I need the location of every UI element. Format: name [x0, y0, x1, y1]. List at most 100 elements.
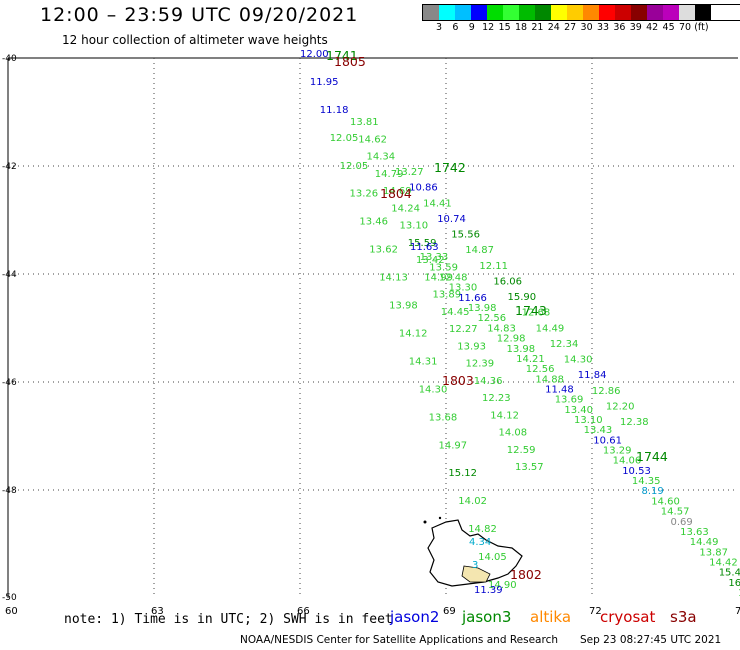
legend-swatches: [422, 4, 740, 21]
swh-reading: 12.27: [449, 324, 478, 335]
swh-reading: 3: [472, 560, 478, 571]
swh-reading: 14.49: [690, 537, 719, 548]
track-id-label: 1803: [442, 373, 474, 388]
island-inlet: [461, 565, 491, 583]
legend-swatch: [679, 5, 695, 20]
track-id-label: 1802: [510, 567, 542, 582]
swh-reading: 13.57: [515, 462, 544, 473]
lon-label: 72: [589, 606, 602, 617]
legend-label: 9: [468, 22, 475, 33]
swh-reading: 12.48: [439, 273, 468, 284]
swh-reading: 13.68: [429, 412, 458, 423]
swh-reading: 12.86: [592, 386, 621, 397]
swh-reading: 10.53: [622, 466, 651, 477]
swh-reading: 11.63: [410, 242, 439, 253]
swh-reading: 14.57: [738, 588, 740, 599]
swh-reading: 13.89: [433, 290, 462, 301]
swh-reading: 14.24: [391, 203, 420, 214]
swh-reading: 14.21: [516, 354, 545, 365]
island-main: [427, 519, 523, 587]
swh-reading: 4.34: [469, 537, 491, 548]
legend-label: (ft): [694, 22, 709, 33]
legend-swatch: [647, 5, 663, 20]
legend-swatch: [551, 5, 567, 20]
legend-swatch: [455, 5, 471, 20]
swh-reading: 10.86: [409, 183, 438, 194]
swh-reading: 14.05: [478, 552, 507, 563]
legend-label: 6: [452, 22, 459, 33]
swh-reading: 13.93: [457, 341, 486, 352]
legend-swatch: [583, 5, 599, 20]
chart-subtitle: 12 hour collection of altimeter wave hei…: [62, 33, 328, 47]
swh-reading: 11.18: [320, 105, 349, 116]
swh-reading: 13.59: [429, 262, 458, 273]
islet: [438, 516, 442, 520]
swh-reading: 14.02: [458, 496, 487, 507]
swh-reading: 14.42: [709, 558, 738, 569]
track-id-label: 1805: [334, 54, 366, 69]
legend-label: 30: [580, 22, 593, 33]
swh-reading: 8.19: [642, 486, 664, 497]
swh-reading: 13.98: [389, 301, 418, 312]
satellite-name: cryosat: [600, 608, 656, 626]
swh-reading: 11.95: [310, 77, 339, 88]
swh-reading: 14.08: [499, 428, 528, 439]
lon-label: 75: [735, 606, 740, 617]
legend-swatch: [615, 5, 631, 20]
legend-label: 39: [629, 22, 642, 33]
swh-reading: 12.20: [606, 401, 635, 412]
swh-reading: 13.69: [555, 395, 584, 406]
islet: [423, 520, 427, 524]
swh-reading: 14.88: [535, 374, 564, 385]
swh-reading: 13.43: [584, 425, 613, 436]
swh-reading: 14.41: [423, 198, 452, 209]
lat-label: -50: [2, 593, 17, 603]
legend-swatch: [599, 5, 615, 20]
legend-swatch: [535, 5, 551, 20]
swh-reading: 13.63: [680, 527, 709, 538]
swh-reading: 14.35: [632, 476, 661, 487]
swh-reading: 15.56: [451, 230, 480, 241]
swh-reading: 12.98: [497, 334, 526, 345]
swh-reading: 13.81: [350, 117, 379, 128]
lat-label: -44: [2, 270, 17, 280]
swh-reading: 12.05: [340, 161, 369, 172]
swh-reading: 13.26: [350, 189, 379, 200]
lon-label: 60: [5, 606, 18, 617]
legend-swatch: [439, 5, 455, 20]
track-id-label: 1741: [326, 48, 358, 63]
swh-reading: 14.79: [375, 169, 404, 180]
legend-label: 12: [482, 22, 495, 33]
legend-label: 3: [435, 22, 443, 33]
swh-reading: 13.30: [449, 283, 478, 294]
swh-reading: 14.99: [424, 272, 453, 283]
swh-reading: 13.46: [359, 217, 388, 228]
legend-label: 27: [564, 22, 577, 33]
satellite-name: altika: [530, 608, 572, 626]
swh-reading: 16.06: [493, 276, 522, 287]
legend-label: 70: [678, 22, 692, 33]
legend-swatch: [471, 5, 487, 20]
swh-reading: 16.19: [728, 578, 740, 589]
swh-reading: 14.12: [399, 329, 428, 340]
swh-reading: 13.87: [699, 547, 728, 558]
swh-reading: 11.66: [458, 293, 487, 304]
lon-label: 69: [443, 606, 456, 617]
legend-label: 33: [596, 22, 610, 33]
swh-reading: 14.12: [490, 410, 519, 421]
legend-swatch: [423, 5, 439, 20]
legend-swatch: [663, 5, 679, 20]
legend-label: 15: [498, 22, 511, 33]
swh-reading: 13.27: [395, 167, 424, 178]
swh-reading: 14.13: [379, 273, 408, 284]
swh-reading: 14.83: [487, 323, 516, 334]
swh-reading: 13.40: [564, 405, 593, 416]
satellite-name: jason2: [390, 608, 440, 626]
legend-swatch: [631, 5, 647, 20]
legend-label: 45: [662, 22, 675, 33]
swh-reading: 12.59: [507, 445, 536, 456]
swh-reading: 15.90: [508, 292, 537, 303]
lat-label: -40: [2, 54, 17, 64]
swh-reading: 15.40: [719, 568, 740, 579]
